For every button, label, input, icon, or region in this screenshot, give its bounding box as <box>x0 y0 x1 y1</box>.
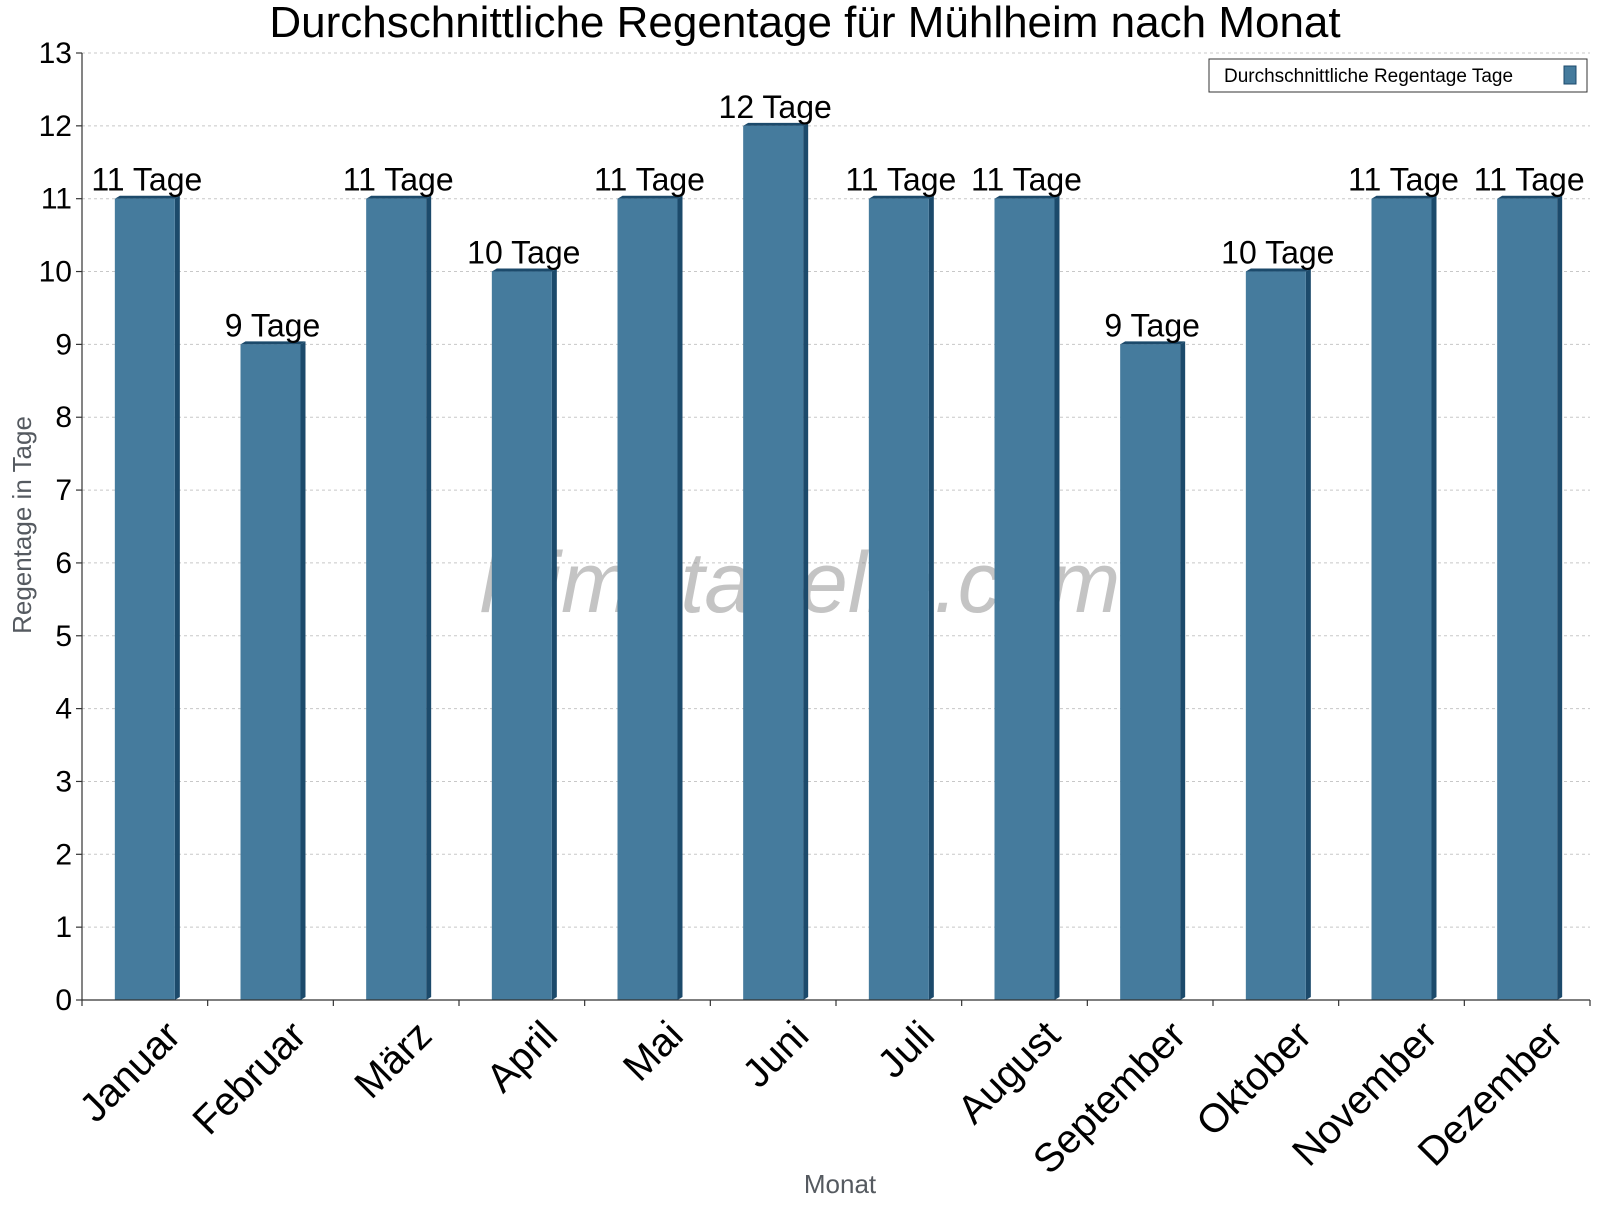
y-tick-label: 13 <box>39 37 72 70</box>
x-tick-label: August <box>949 1013 1068 1132</box>
bar-front <box>240 344 301 1000</box>
y-axis-label: Regentage in Tage <box>7 416 37 634</box>
y-tick-label: 4 <box>55 693 72 726</box>
x-tick-label: April <box>478 1013 566 1101</box>
data-label: 11 Tage <box>971 162 1082 198</box>
bar-front <box>491 271 552 1000</box>
y-tick-label: 2 <box>55 838 72 871</box>
data-label: 10 Tage <box>467 235 580 271</box>
bar-side <box>803 122 809 1001</box>
bar-front <box>617 198 678 1000</box>
x-tick-label: Juni <box>734 1013 817 1096</box>
bar-front <box>743 125 804 1001</box>
bar-februar <box>240 341 306 1000</box>
y-tick-label: 3 <box>55 765 72 798</box>
y-tick-label: 11 <box>41 183 72 216</box>
bar-top <box>240 341 306 345</box>
bar-front <box>1120 344 1181 1000</box>
bars <box>114 122 1563 1001</box>
y-tick-label: 10 <box>39 256 72 289</box>
bar-top <box>994 195 1060 199</box>
y-tick-label: 6 <box>55 547 72 580</box>
bar-top <box>868 195 934 199</box>
bar-september <box>1120 341 1186 1000</box>
bar-august <box>994 195 1060 1000</box>
bar-dezember <box>1497 195 1563 1000</box>
bar-top <box>743 122 809 126</box>
bar-top <box>366 195 432 199</box>
legend-box <box>1208 58 1588 93</box>
bar-mai <box>617 195 683 1000</box>
bar-side <box>1431 195 1437 1000</box>
bar-front <box>1497 198 1558 1000</box>
x-tick-label: Januar <box>71 1013 189 1131</box>
bar-april <box>491 268 557 1000</box>
x-tick-label: März <box>346 1013 440 1107</box>
y-tick-label: 1 <box>55 911 72 944</box>
y-tick-label: 12 <box>39 110 72 143</box>
x-axis-label: Monat <box>804 1169 877 1199</box>
legend-swatch <box>1563 65 1577 85</box>
bar-side <box>928 195 934 1000</box>
x-tick-label: Februar <box>185 1013 315 1143</box>
bar-top <box>1245 268 1311 272</box>
legend-entry-label: Durchschnittliche Regentage Tage <box>1224 66 1513 87</box>
y-tick-label: 5 <box>55 620 72 653</box>
bar-side <box>1054 195 1060 1000</box>
data-label: 11 Tage <box>845 162 956 198</box>
x-tick-label: Mai <box>615 1013 692 1090</box>
bar-top <box>1120 341 1186 345</box>
bar-side <box>300 341 306 1000</box>
bar-front <box>1245 271 1306 1000</box>
data-label: 11 Tage <box>594 162 705 198</box>
data-label: 11 Tage <box>1474 162 1585 198</box>
bar-oktober <box>1245 268 1311 1000</box>
y-tick-label: 0 <box>55 984 72 1017</box>
data-label: 9 Tage <box>225 307 321 343</box>
legend: Durchschnittliche Regentage Tage <box>1208 58 1588 93</box>
bar-top <box>617 195 683 199</box>
y-tick-label: 8 <box>55 401 72 434</box>
bar-juli <box>868 195 934 1000</box>
bar-side <box>426 195 432 1000</box>
data-label: 10 Tage <box>1221 235 1334 271</box>
bar-märz <box>366 195 432 1000</box>
bar-side <box>551 268 557 1000</box>
data-label: 11 Tage <box>343 162 454 198</box>
bar-front <box>868 198 929 1000</box>
bar-top <box>114 195 180 199</box>
bar-side <box>1180 341 1186 1000</box>
bar-side <box>677 195 683 1000</box>
bar-top <box>491 268 557 272</box>
data-label: 11 Tage <box>91 162 202 198</box>
x-tick-label: Oktober <box>1188 1013 1320 1145</box>
data-label: 9 Tage <box>1104 307 1200 343</box>
x-tick-label: Juli <box>869 1013 943 1087</box>
y-tick-label: 9 <box>55 328 72 361</box>
y-tick-label: 7 <box>55 474 72 507</box>
bar-side <box>1557 195 1563 1000</box>
bar-front <box>366 198 427 1000</box>
bar-juni <box>743 122 809 1001</box>
bar-front <box>114 198 175 1000</box>
bar-top <box>1497 195 1563 199</box>
bar-front <box>994 198 1055 1000</box>
bar-januar <box>114 195 180 1000</box>
grid <box>82 52 1590 928</box>
data-label: 12 Tage <box>719 89 832 125</box>
data-label: 11 Tage <box>1348 162 1459 198</box>
chart-title: Durchschnittliche Regentage für Mühlheim… <box>269 0 1340 47</box>
bar-front <box>1371 198 1432 1000</box>
bar-side <box>174 195 180 1000</box>
bar-side <box>1305 268 1311 1000</box>
data-labels: 11 Tage 9 Tage 11 Tage 10 Tage 11 Tage 12 Tag… <box>91 89 1584 344</box>
bar-november <box>1371 195 1437 1000</box>
bar-top <box>1371 195 1437 199</box>
